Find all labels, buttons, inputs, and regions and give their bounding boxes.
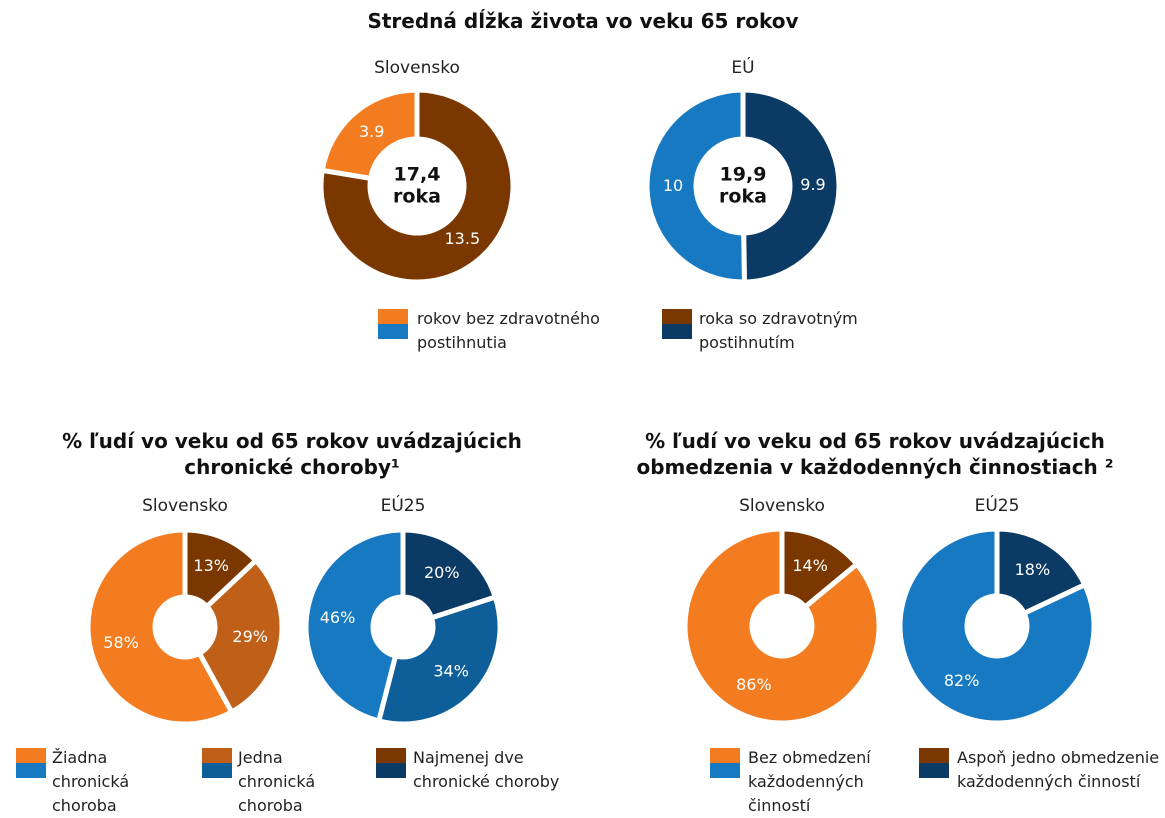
donut-segment [85,527,236,727]
donut-segment [994,526,1089,617]
donut-segment [682,526,882,726]
swatch-part [378,309,408,324]
swatch-part [202,763,232,778]
donut-segment [303,527,406,724]
value-label: 34% [433,662,469,681]
swatch-part [710,763,740,778]
donut-segment [897,526,1097,726]
pie-name: Slovensko [142,496,228,516]
chart-title: Stredná dĺžka života vo veku 65 rokov [367,9,799,33]
chart-title: % ľudí vo veku od 65 rokov uvádzajúcich … [62,429,522,479]
swatch-part [710,748,740,763]
center-label: roka [393,186,441,208]
pie-name: Slovensko [739,496,825,516]
value-label: 9.9 [800,175,825,194]
legend-swatch [16,748,46,778]
donut-segment [319,87,420,182]
legend-label: rokov bez zdravotného postihnutia [417,309,600,352]
donut-segment [400,527,499,621]
swatch-part [202,748,232,763]
donut-segment [182,527,260,610]
value-label: 13% [193,556,229,575]
donut-segment [375,593,503,727]
legend-label: Aspoň jedno obmedzenie každodenných činn… [957,748,1160,791]
center-label: roka [719,186,767,208]
swatch-part [919,763,949,778]
legend-label: Žiadna chronická choroba [52,748,130,815]
donut-segment [740,87,842,285]
legend-swatch [202,748,232,778]
pie-name: EÚ25 [381,494,426,516]
legend-swatch [919,748,949,778]
pie-name: EÚ [731,56,754,78]
center-label: 17,4 [394,164,441,186]
donut-segment [318,87,516,285]
legend-label: Bez obmedzení každodenných činností [748,748,871,815]
swatch-part [16,763,46,778]
value-label: 14% [792,556,828,575]
value-label: 58% [103,633,139,652]
pie-name: EÚ25 [975,494,1020,516]
chart-title: % ľudí vo veku od 65 rokov uvádzajúcich … [636,429,1114,479]
swatch-part [378,324,408,339]
swatch-part [919,748,949,763]
swatch-part [662,324,692,339]
donut-segment [196,557,285,716]
value-label: 86% [736,675,772,694]
value-label: 29% [232,627,268,646]
legend-swatch [710,748,740,778]
legend-swatch [376,748,406,778]
legend-swatch [378,309,408,339]
legend-label: Najmenej dve chronické choroby [413,748,560,791]
legend-label: roka so zdravotným postihnutím [699,309,858,352]
center-label: 19,9 [720,164,767,186]
legend-label: Jedna chronická choroba [238,748,316,815]
donut-segment [779,526,861,611]
value-label: 18% [1015,560,1051,579]
swatch-part [376,763,406,778]
swatch-part [16,748,46,763]
value-label: 13.5 [445,229,481,248]
value-label: 46% [320,608,356,627]
legend-swatch [662,309,692,339]
swatch-part [662,309,692,324]
value-label: 10 [663,176,683,195]
pie-name: Slovensko [374,58,460,78]
value-label: 3.9 [359,122,384,141]
swatch-part [376,748,406,763]
value-label: 20% [424,563,460,582]
donut-segment [644,87,748,285]
value-label: 82% [944,671,980,690]
